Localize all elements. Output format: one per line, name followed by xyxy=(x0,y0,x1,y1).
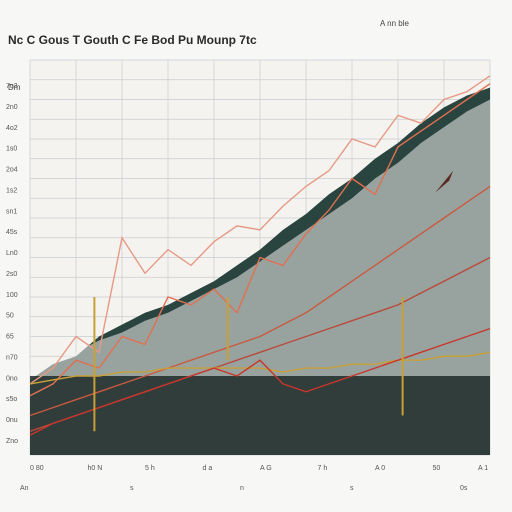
x-tick-label: 50 xyxy=(433,465,441,472)
y-tick-label: 65 xyxy=(6,334,14,341)
x-tick-label: d a xyxy=(203,465,213,472)
y-tick-label: Ln0 xyxy=(6,250,18,257)
area-floor xyxy=(30,376,490,455)
x-tick-label: h0 N xyxy=(88,465,103,472)
y-axis-ticks: 7o3 2n0 4o2 1s0 2o4 1s2 sn1 45s Ln0 2s0 100 50 65 n70… xyxy=(6,83,18,445)
x-tick-label: A 1 xyxy=(478,465,488,472)
header-right: A nn ble xyxy=(380,19,409,28)
x-tick-label: 5 h xyxy=(145,465,155,472)
y-tick-label: 0no xyxy=(6,375,18,382)
x-tick-label: 0 80 xyxy=(30,465,44,472)
y-tick-label: 45s xyxy=(6,229,18,236)
line-series-3 xyxy=(29,75,491,385)
area-series-1 xyxy=(30,99,490,455)
y-tick-label: 2o4 xyxy=(6,167,18,174)
line-series xyxy=(29,75,491,436)
spike-markers xyxy=(93,170,454,432)
x-tick-label-secondary: s xyxy=(130,485,134,492)
y-tick-label: 2n0 xyxy=(6,104,18,111)
y-tick-label: 4o2 xyxy=(6,125,18,132)
y-tick-label: 100 xyxy=(6,292,18,299)
x-tick-label-secondary: n xyxy=(240,485,244,492)
y-tick-label: sn1 xyxy=(6,208,17,215)
y-tick-label: s5o xyxy=(6,396,17,403)
line-series-6 xyxy=(29,351,491,385)
y-tick-label: Zno xyxy=(6,438,18,445)
x-tick-label-secondary: s xyxy=(350,485,354,492)
x-axis-ticks: 0 80 h0 N 5 h d a A G 7 h A 0 50 A 1 An s n s 0s xyxy=(20,465,488,492)
x-tick-label: 7 h xyxy=(318,465,328,472)
x-tick-label-secondary: An xyxy=(20,485,29,492)
y-tick-label: 2s0 xyxy=(6,271,17,278)
annotation-arrow-0 xyxy=(435,170,454,193)
corner-label: Dm xyxy=(8,83,21,92)
line-series-2 xyxy=(29,83,491,397)
y-tick-label: 7o3 xyxy=(6,83,18,90)
x-tick-label-secondary: 0s xyxy=(460,485,468,492)
x-tick-label: A 0 xyxy=(375,465,385,472)
line-series-7 xyxy=(29,327,491,436)
y-tick-label: n70 xyxy=(6,354,18,361)
chart-title: Nc C Gous T Gouth C Fe Bod Pu Mounp 7tc xyxy=(8,33,257,47)
line-series-4 xyxy=(29,185,491,417)
x-tick-label: A G xyxy=(260,465,272,472)
y-tick-label: 50 xyxy=(6,313,14,320)
y-tick-label: 1s0 xyxy=(6,146,17,153)
y-tick-label: 1s2 xyxy=(6,187,17,194)
y-tick-label: 0nu xyxy=(6,417,18,424)
